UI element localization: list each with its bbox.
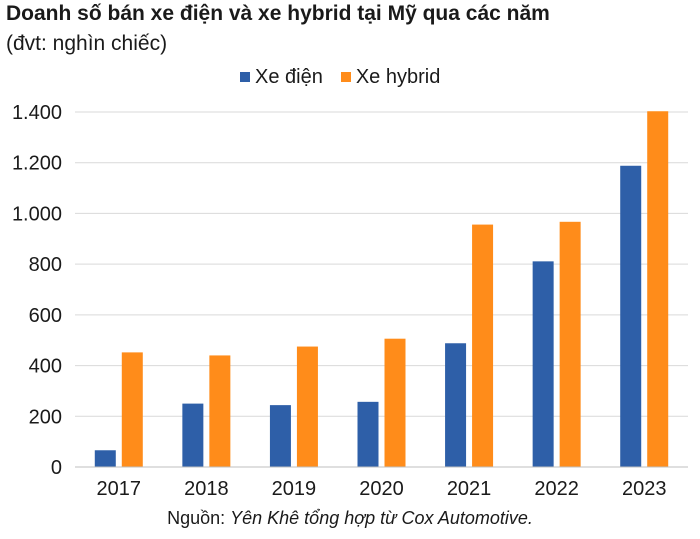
x-tick-label: 2022	[534, 478, 579, 500]
chart-subtitle: (đvt: nghìn chiếc)	[6, 32, 168, 55]
y-tick-label: 600	[29, 305, 62, 327]
x-tick-label: 2018	[184, 478, 229, 500]
legend-item-xe-hybrid: Xe hybrid	[340, 65, 441, 89]
x-tick-label: 2017	[97, 478, 142, 500]
source-note: Nguồn: Yên Khê tổng hợp từ Cox Automotiv…	[0, 508, 700, 529]
y-tick-label: 400	[29, 356, 62, 378]
source-prefix: Nguồn:	[167, 508, 231, 528]
x-tick-label: 2020	[359, 478, 404, 500]
bar-xe-hybrid-2017	[121, 352, 143, 467]
chart-title: Doanh số bán xe điện và xe hybrid tại Mỹ…	[6, 2, 550, 25]
bar-xe-hybrid-2022	[559, 221, 581, 467]
y-tick-label: 1.000	[12, 203, 62, 225]
legend-item-xe-dien: Xe điện	[240, 66, 323, 89]
y-tick-label: 1.200	[12, 153, 62, 175]
bar-xe-dien-2017	[94, 450, 116, 467]
chart-legend: Xe điện Xe hybrid	[240, 64, 458, 90]
y-tick-label: 800	[29, 254, 62, 276]
y-tick-label: 0	[51, 457, 62, 479]
legend-swatch-xe-dien	[240, 72, 250, 82]
y-tick-label: 1.400	[12, 102, 62, 124]
legend-label-xe-hybrid: Xe hybrid	[355, 65, 441, 88]
x-tick-label: 2023	[622, 478, 667, 500]
bar-xe-hybrid-2020	[384, 338, 406, 467]
legend-label-xe-dien: Xe điện	[255, 65, 323, 88]
bar-xe-hybrid-2018	[209, 355, 231, 467]
bar-xe-hybrid-2021	[472, 224, 494, 467]
x-tick-label: 2019	[272, 478, 317, 500]
bar-xe-hybrid-2023	[647, 111, 669, 467]
y-tick-label: 200	[29, 406, 62, 428]
bar-xe-dien-2021	[445, 343, 467, 467]
bar-xe-hybrid-2019	[296, 346, 318, 467]
bar-xe-dien-2019	[269, 405, 291, 467]
bar-xe-dien-2020	[357, 401, 379, 467]
bar-xe-dien-2018	[182, 403, 204, 467]
legend-swatch-xe-hybrid	[340, 72, 351, 82]
bar-xe-dien-2023	[620, 165, 642, 467]
x-tick-label: 2021	[447, 478, 492, 500]
source-text: Yên Khê tổng hợp từ Cox Automotive.	[230, 508, 533, 528]
bar-xe-dien-2022	[532, 261, 554, 467]
